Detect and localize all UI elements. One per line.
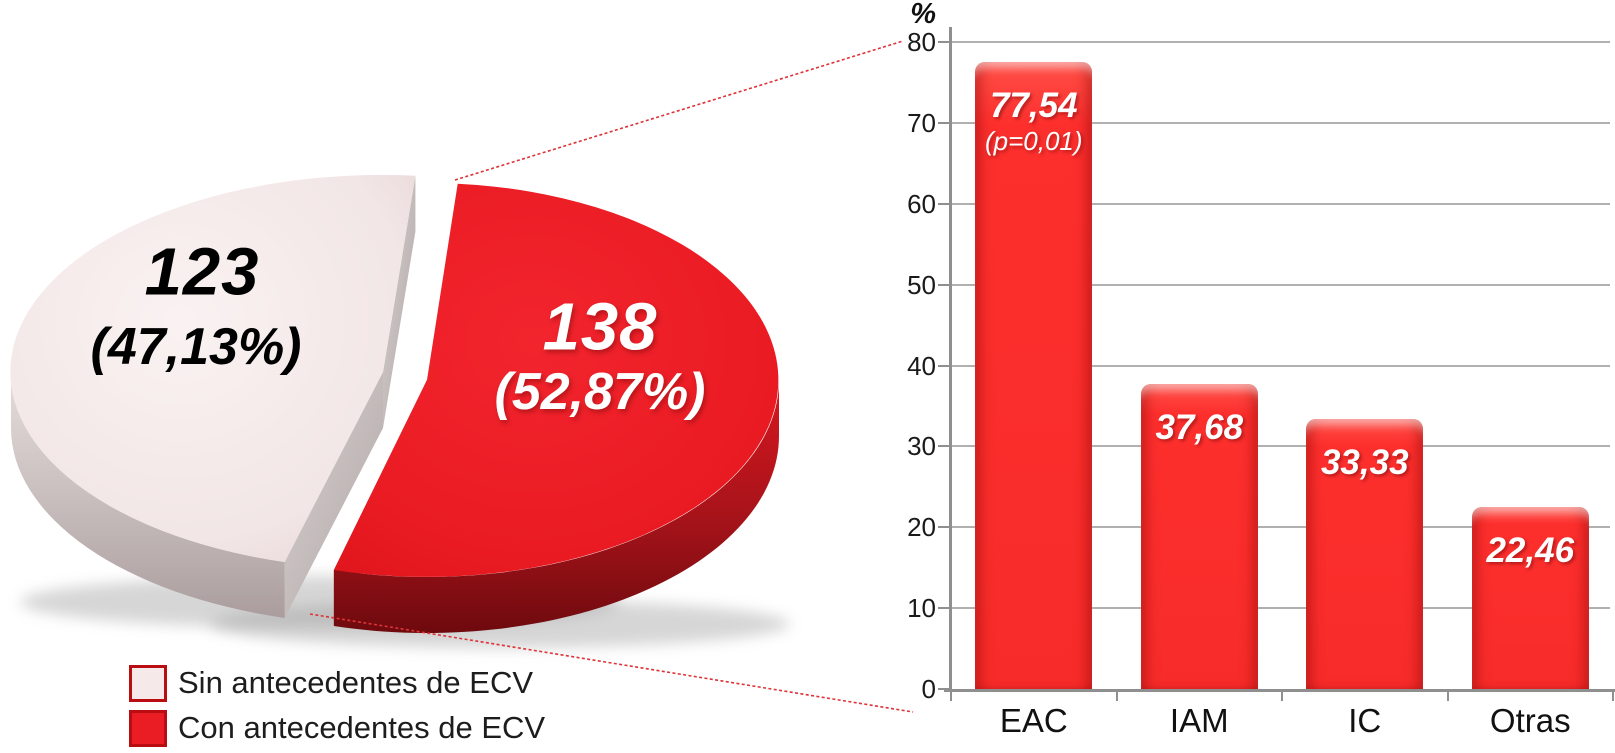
category-label-IC: IC [1348,702,1382,739]
pie-shadow [210,600,790,648]
x-tick-mark [1446,692,1449,701]
bar-value-label-EAC: 77,54 (p=0,01) [975,86,1092,157]
grid-line-30 [951,445,1610,448]
category-label-EAC: EAC [999,702,1068,739]
grid-line-20 [951,526,1610,529]
connector-line-top [454,40,904,181]
legend-label-con: Con antecedentes de ECV [178,710,546,745]
x-axis-line [944,689,1615,692]
y-tick-mark-0 [938,688,949,690]
pie-slice-sin-value-label: 123 [144,234,260,310]
bar-EAC [975,61,1093,689]
grid-line-10 [951,607,1610,610]
y-axis-unit-label: % [910,0,936,30]
pie-slice-sin-cut-face [284,372,383,618]
bar-value-label-IC: 33,33 [1320,443,1409,483]
grid-line-50 [951,283,1610,286]
legend-item-con: Con antecedentes de ECV [129,709,545,747]
bar-IC [1306,419,1424,689]
y-tick-label-80: 80 [907,27,936,57]
legend-label-sin: Sin antecedentes de ECV [178,665,534,700]
y-tick-label-0: 0 [921,674,936,704]
bar-annotation-EAC: (p=0,01) [984,125,1083,156]
x-tick-mark [1612,692,1614,701]
pie-slice-con-percent-label: (52,87%) [494,363,706,421]
y-tick-label-70: 70 [907,107,936,138]
category-label-Otras: Otras [1489,702,1571,739]
y-tick-mark-80 [938,41,949,43]
y-tick-label-50: 50 [907,269,936,300]
pie-slice-sin-cut-face [383,175,416,428]
y-tick-mark-30 [938,445,949,448]
pie-slice-con-value-label: 138 [542,289,658,365]
y-axis-line [949,27,952,692]
pie-slice-sin-percent-label: (47,13%) [90,318,302,376]
y-tick-mark-10 [938,607,949,610]
bar-Otras [1471,507,1589,689]
x-tick-mark [1115,692,1118,701]
x-tick-mark [950,692,952,701]
y-tick-label-30: 30 [907,431,936,462]
legend-item-sin: Sin antecedentes de ECV [129,664,545,702]
bar-IAM [1140,384,1258,689]
pie-legend: Sin antecedentes de ECV Con antecedentes… [129,664,545,753]
pie-slice-sin-wall [10,372,285,618]
pie-slice-con-cut-face [333,380,427,626]
grid-line-40 [951,364,1610,367]
legend-swatch-sin [129,664,167,702]
y-tick-label-40: 40 [907,350,936,381]
y-tick-label-60: 60 [907,188,936,219]
grid-line-70 [951,121,1610,124]
pie-shadow [20,576,620,628]
y-tick-mark-60 [938,202,949,205]
x-tick-mark [1281,692,1283,701]
bar-value-label-Otras: 22,46 [1486,531,1575,571]
y-tick-label-20: 20 [907,512,936,543]
grid-line-60 [951,202,1610,205]
grid-line-80 [951,41,1610,43]
y-tick-mark-40 [938,364,949,367]
legend-swatch-con [129,709,167,747]
y-tick-label-10: 10 [907,593,936,624]
y-tick-mark-20 [938,526,949,529]
bar-value-label-IAM: 37,68 [1155,408,1244,448]
y-tick-mark-50 [938,283,949,286]
category-label-IAM: IAM [1169,702,1229,739]
y-tick-mark-70 [938,121,949,124]
